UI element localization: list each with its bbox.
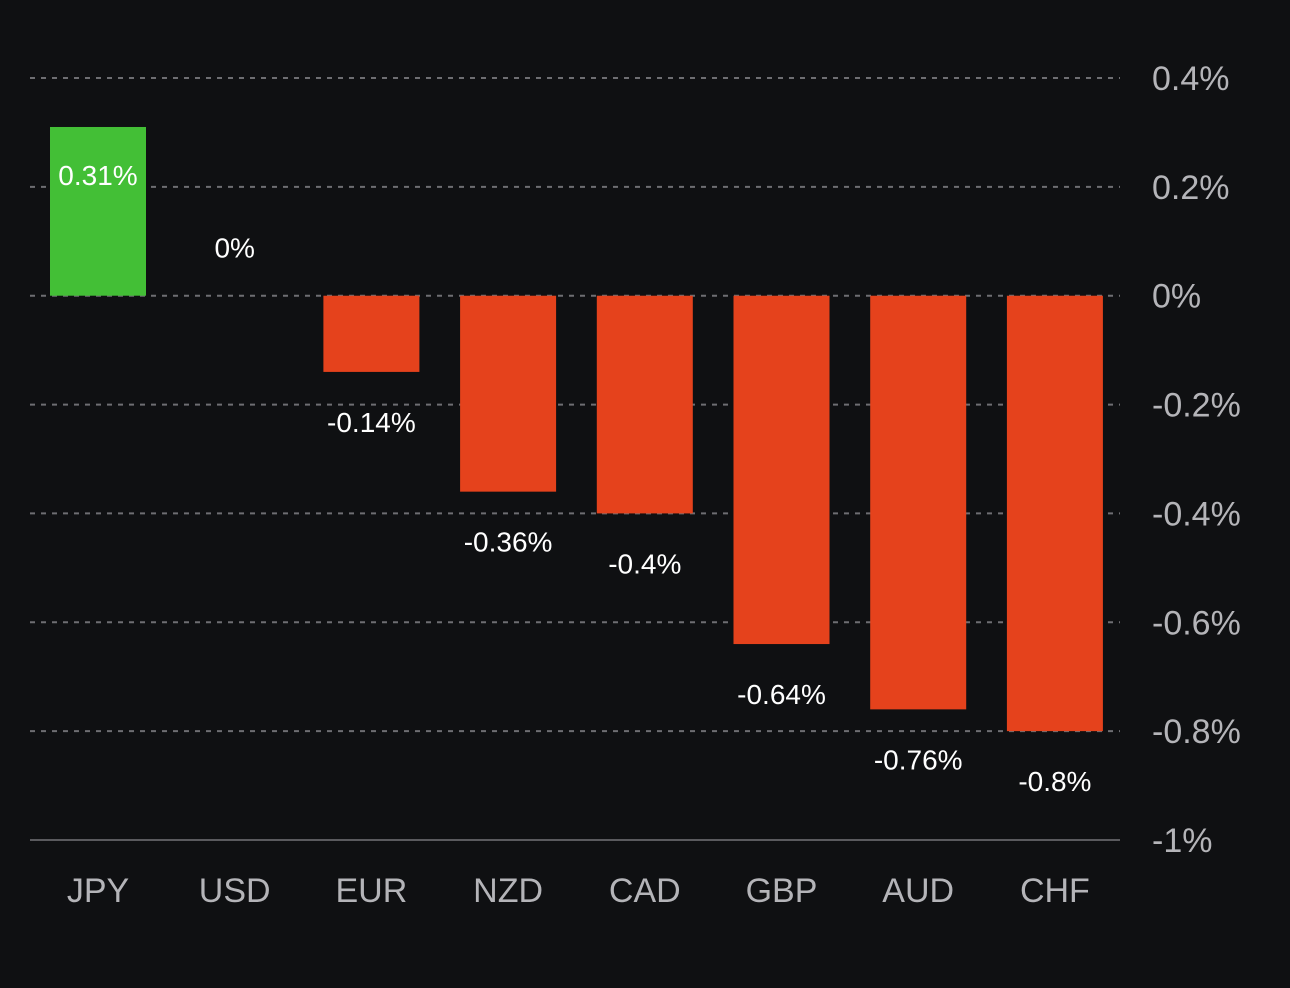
data-label-jpy: 0.31% (58, 160, 137, 191)
x-tick-label-eur: EUR (336, 872, 408, 910)
x-tick-label-cad: CAD (609, 872, 681, 910)
y-tick-label: -0.2% (1152, 387, 1241, 425)
data-label-gbp: -0.64% (737, 679, 826, 710)
x-tick-label-chf: CHF (1020, 872, 1090, 910)
data-label-usd: 0% (214, 233, 254, 264)
y-tick-label: -1% (1152, 822, 1212, 860)
data-label-aud: -0.76% (874, 744, 963, 775)
bar-nzd (460, 295, 557, 492)
y-tick-label: -0.8% (1152, 713, 1241, 751)
y-tick-label: 0% (1152, 278, 1201, 316)
data-label-eur: -0.14% (327, 407, 416, 438)
x-tick-label-jpy: JPY (67, 872, 129, 910)
y-tick-label: 0.4% (1152, 60, 1230, 98)
x-tick-label-gbp: GBP (746, 872, 818, 910)
y-tick-label: -0.6% (1152, 604, 1241, 642)
bar-chf (1006, 295, 1103, 732)
y-tick-label: -0.4% (1152, 495, 1241, 533)
bar-cad (596, 295, 693, 514)
y-tick-label: 0.2% (1152, 169, 1230, 207)
x-tick-label-usd: USD (199, 872, 271, 910)
x-tick-label-aud: AUD (882, 872, 954, 910)
data-label-nzd: -0.36% (464, 527, 553, 558)
bar-eur (323, 295, 420, 372)
data-label-cad: -0.4% (608, 548, 681, 579)
bar-aud (870, 295, 967, 710)
data-label-chf: -0.8% (1018, 766, 1091, 797)
bar-jpy (50, 126, 146, 296)
bar-gbp (733, 295, 830, 645)
x-tick-label-nzd: NZD (473, 872, 543, 910)
